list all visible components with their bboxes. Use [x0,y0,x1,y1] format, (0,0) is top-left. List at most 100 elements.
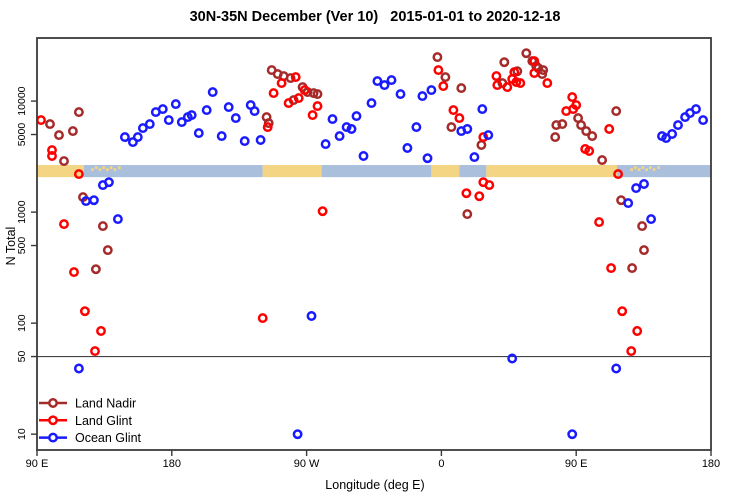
data-point [422,153,433,164]
plot-border [36,37,712,451]
data-point [476,140,487,150]
strip-map-island [634,166,637,170]
data-point [312,101,323,112]
data-point [96,326,106,336]
strip-map-island [106,168,109,172]
data-point [567,429,578,440]
x-axis-tick-label: 180 [163,458,181,470]
legend-item: Land Nadir [39,397,136,411]
x-axis-tick-label: 90 E [565,458,588,470]
legend-label: Land Glint [75,414,133,428]
strip-map-island [98,168,102,172]
data-point [478,132,489,143]
data-point [283,98,294,109]
data-point [627,263,638,274]
data-point [207,87,218,98]
strip-map-segment-ocean [83,165,263,178]
data-point [507,353,518,364]
data-point [341,122,352,133]
strip-map-segment-ocean [459,165,487,178]
data-point [119,132,130,143]
data-point [163,115,174,126]
data-point [502,82,513,93]
data-point [691,104,701,115]
y-axis-tick-label: 500 [16,237,28,255]
strip-map-segment-land [262,165,322,178]
data-point [132,132,143,143]
data-point [102,245,113,256]
data-point [587,131,598,142]
legend-label: Land Nadir [75,397,136,411]
data-point [417,91,428,102]
data-point [346,124,357,134]
data-point [698,115,709,126]
data-point [395,89,406,100]
data-point [386,75,397,86]
data-point [186,110,197,121]
data-point [646,214,657,225]
data-point [216,131,227,142]
chart-title: 30N-35N December (Ver 10) 2015-01-01 to … [189,9,561,25]
data-point [59,219,69,230]
legend-label: Ocean Glint [75,431,142,445]
data-point [59,156,69,167]
data-point [334,131,345,142]
y-axis-tick-label: 1000 [16,200,28,224]
data-point [306,311,317,321]
x-axis-tick-label: 90 E [26,458,49,470]
data-point [448,105,459,116]
strip-map-segment-ocean [321,165,432,178]
data-point [469,152,480,163]
legend-item: Ocean Glint [39,431,142,445]
data-point [276,78,287,89]
data-point [623,198,634,209]
data-point [639,245,649,256]
data-point [673,120,683,131]
data-point [379,80,390,91]
data-point [97,221,108,232]
data-point [515,78,526,89]
data-point [317,206,328,217]
data-point [257,313,268,324]
data-point [432,52,443,63]
data-point [67,126,78,137]
strip-map-band [37,165,711,178]
data-point [604,124,615,134]
strip-map-island [637,168,641,172]
data-point [127,137,138,148]
strip-map-segment-land [486,165,618,178]
legend-item: Land Glint [39,414,133,428]
data-point [551,120,562,131]
data-point [639,179,649,189]
data-point [461,188,472,199]
data-point [372,76,383,87]
strip-map-island [657,166,660,170]
data-point [312,89,323,100]
y-axis-tick-label: 5000 [16,123,28,147]
strip-map-island [118,166,121,170]
data-point [529,68,540,79]
strip-map-island [91,168,94,172]
data-point [299,85,310,96]
data-point [73,169,84,180]
data-point [176,117,187,128]
data-point [268,88,279,99]
data-point [47,145,57,156]
x-axis-tick-label: 90 W [294,458,320,470]
data-point [54,130,64,141]
data-point [320,139,331,150]
legend-marker-circle [48,432,58,443]
data-point [440,72,451,83]
strip-map-island [652,168,656,172]
data-point [576,120,587,131]
data-point [626,346,637,357]
data-point [606,263,617,274]
data-point [90,264,101,275]
data-point [137,123,148,134]
data-point [446,122,457,133]
data-point [262,122,273,133]
data-point [249,106,260,117]
data-point [69,267,79,278]
data-point [632,326,643,336]
